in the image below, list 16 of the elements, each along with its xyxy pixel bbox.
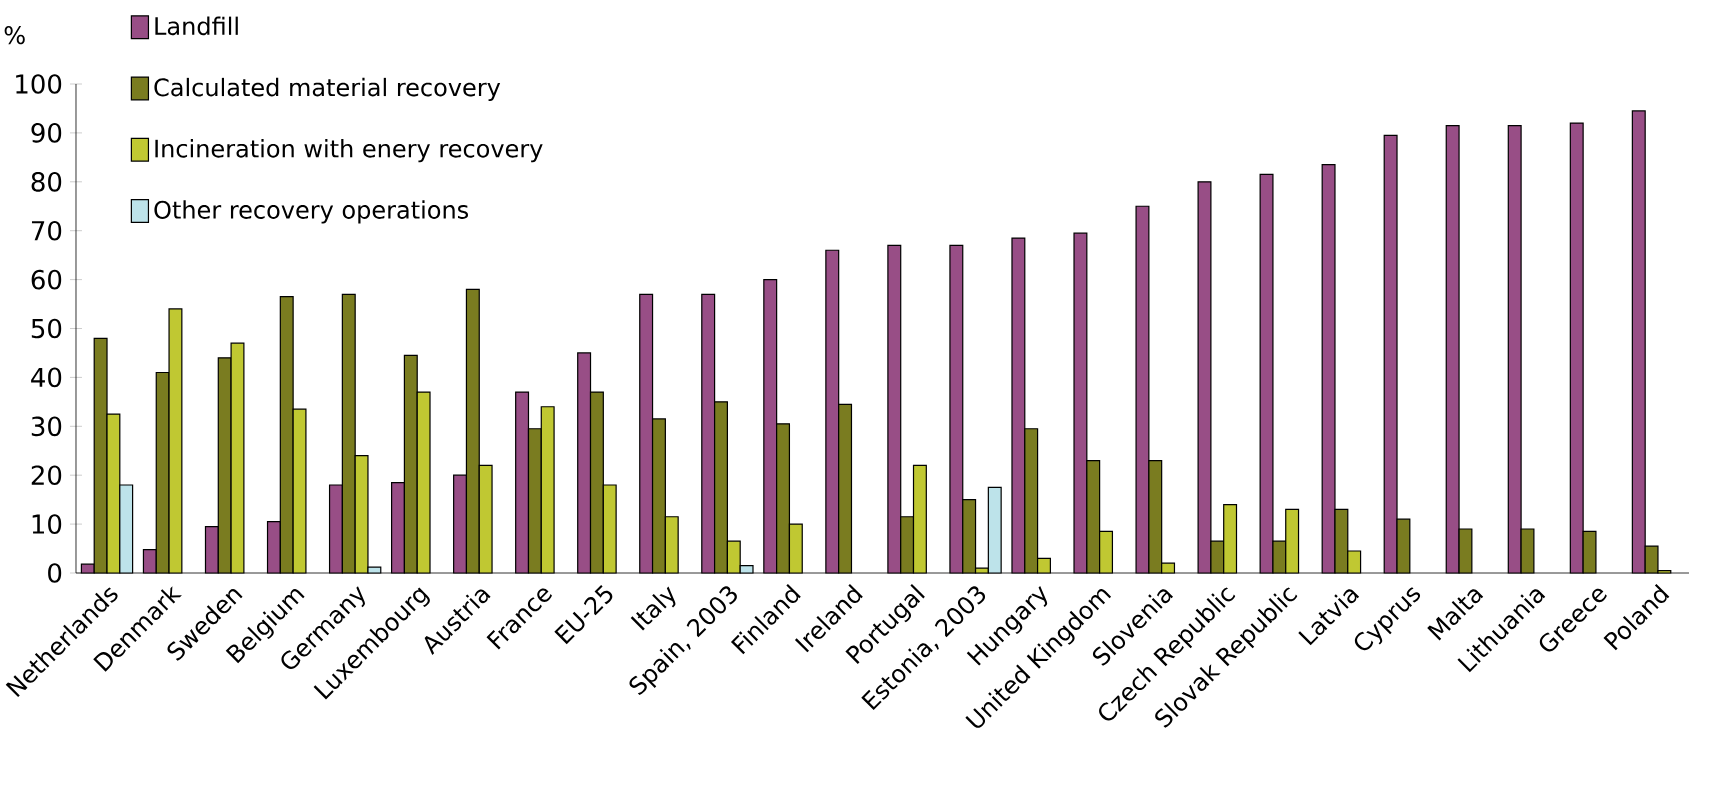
- y-tick-label: 10: [32, 514, 62, 534]
- y-tick-label: 70: [31, 220, 62, 241]
- legend-label: Other recovery operations: [154, 200, 469, 224]
- y-tick-label: 90: [31, 123, 62, 143]
- legend-label: Landfill: [155, 16, 238, 36]
- y-tick-label: 80: [31, 171, 62, 192]
- legend-label: Incineration with enery recovery: [155, 139, 543, 163]
- y-axis-title: %: [4, 26, 25, 45]
- y-tick-label: 20: [31, 465, 62, 486]
- y-tick-label: 60: [31, 269, 62, 290]
- y-tick-label: 30: [31, 416, 62, 437]
- y-tick-label: 0: [48, 563, 62, 583]
- y-tick-label: 100: [16, 74, 62, 94]
- y-tick-label: 40: [31, 367, 62, 388]
- y-tick-label: 50: [31, 318, 62, 339]
- legend-label: Calculated material recovery: [154, 77, 501, 102]
